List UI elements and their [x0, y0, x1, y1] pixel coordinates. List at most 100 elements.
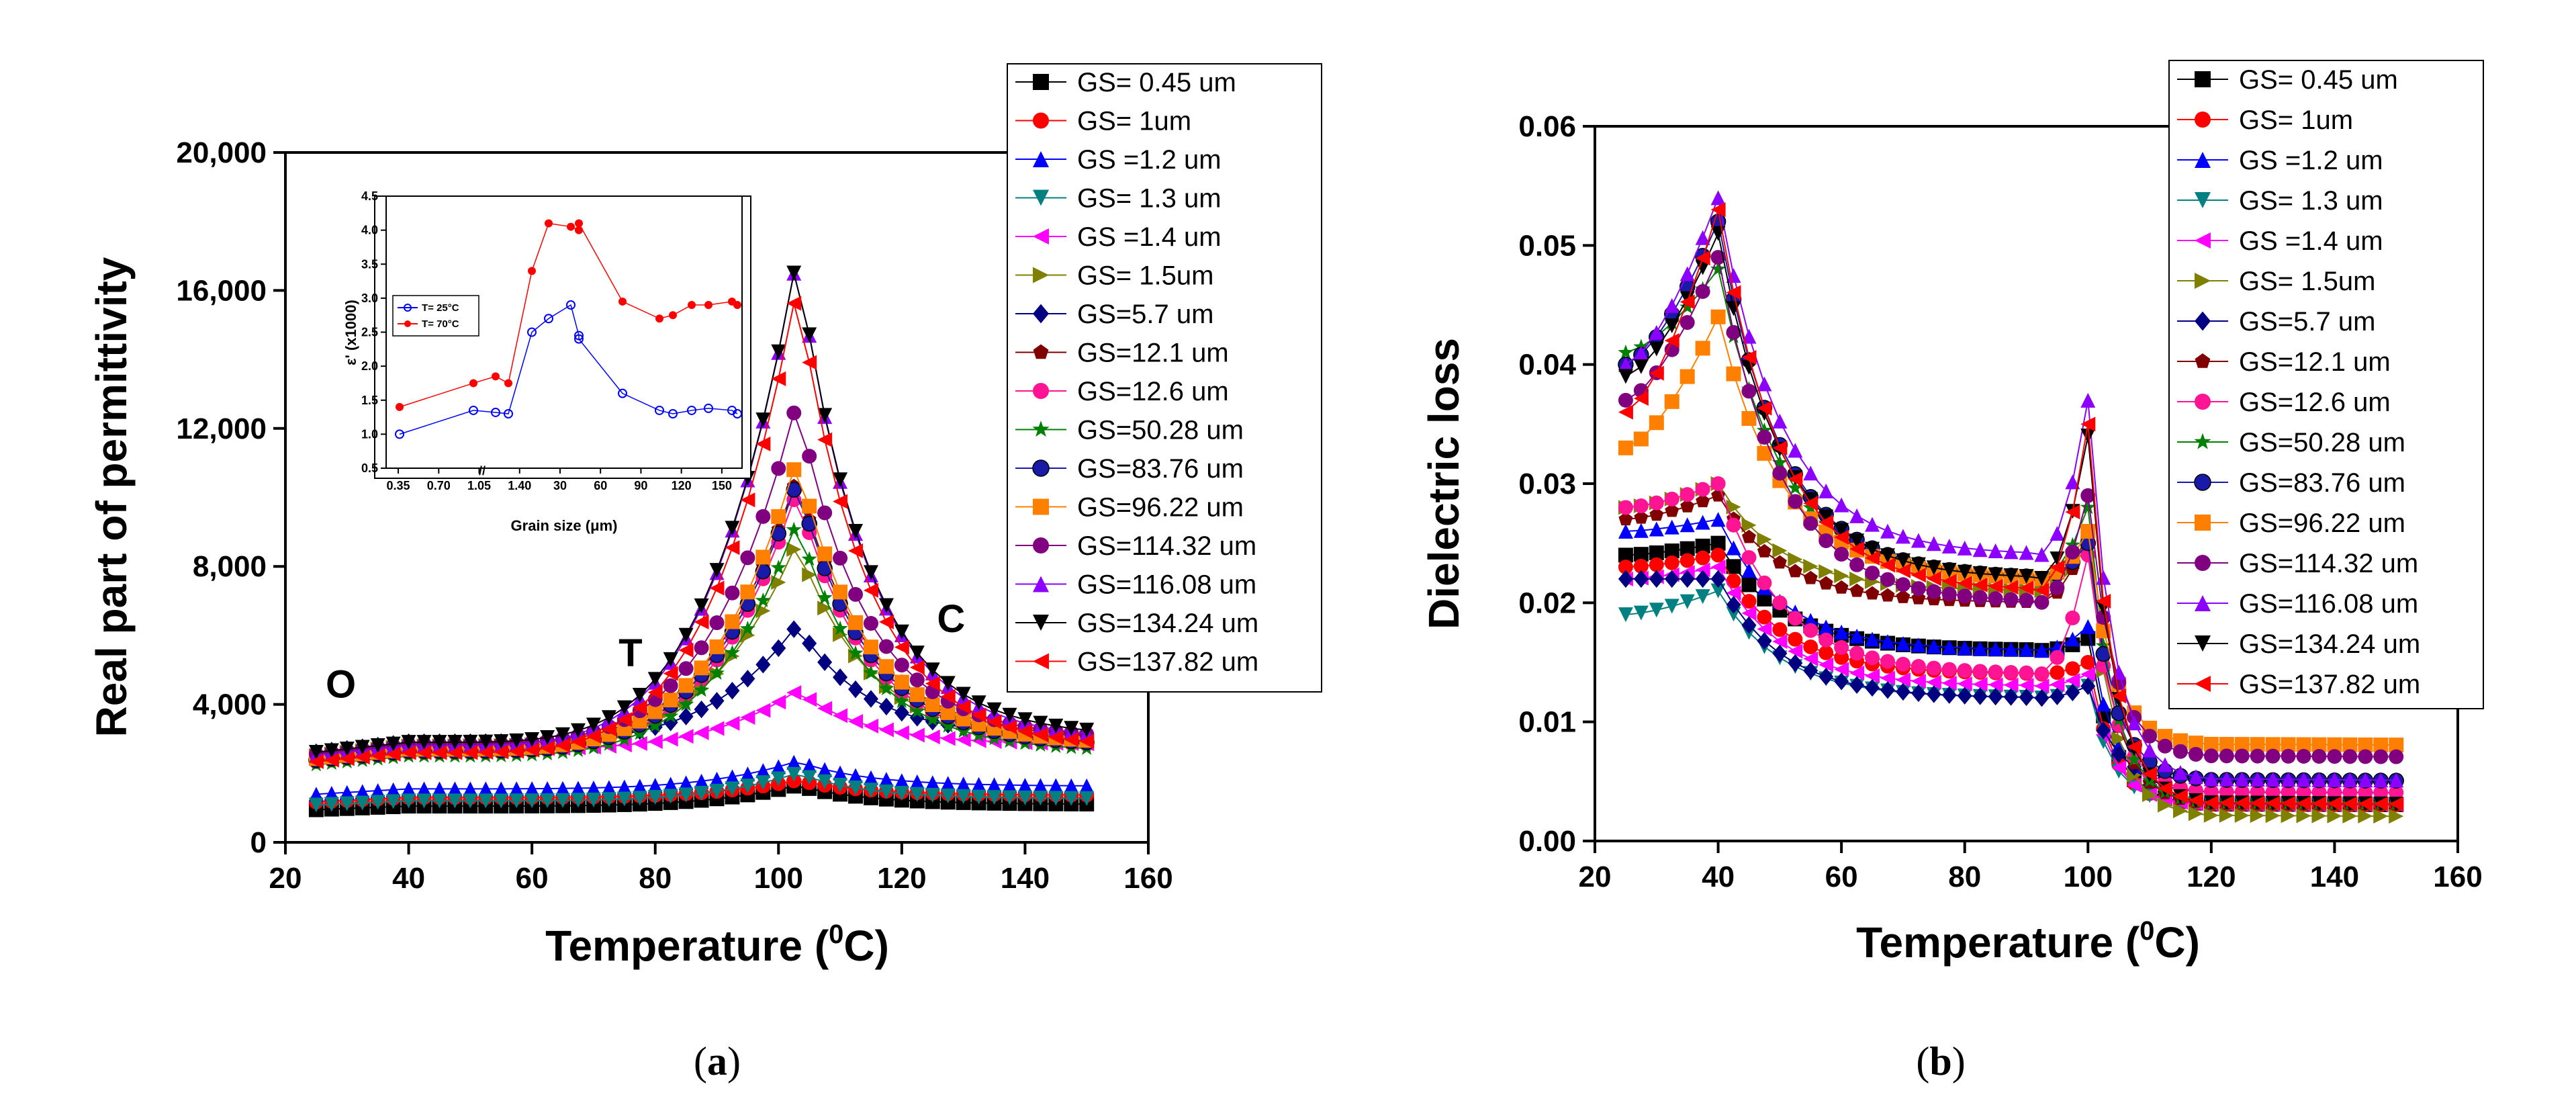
panel-b-series-11-point — [2234, 737, 2250, 752]
panel-a-series-14-point — [771, 344, 786, 359]
panel-b-series-11-point — [1633, 431, 1649, 447]
panel-a-series-3-point — [817, 774, 833, 789]
panel-a-legend-label-0: GS= 0.45 um — [1077, 68, 1236, 97]
panel-b-series-0-point — [1649, 545, 1664, 560]
panel-b-series-15-point — [2327, 796, 2342, 811]
panel-a-inset-chart: 0.35 0.70 1.05 1.40 30 60 90 120 150 0.5 1.0 1.5 2.0… — [342, 189, 751, 534]
panel-a-series-12-point — [878, 639, 894, 654]
panel-b-series-13-point — [2342, 772, 2358, 787]
panel-b-legend-marker-10 — [2194, 474, 2211, 491]
panel-b-series-14-point — [1834, 523, 1849, 538]
panel-a-series-4-point — [709, 721, 725, 736]
panel-b-series-15-point — [2050, 560, 2065, 575]
panel-b-series-15-point — [1680, 294, 1695, 310]
panel-b-series-2-point — [1911, 637, 1926, 653]
panel-a-series-2-point — [432, 781, 447, 797]
panel-a-series-3-point — [786, 766, 802, 782]
panel-b-series-12-point — [2265, 748, 2281, 764]
panel-b-legend-label-11: GS=96.22 um — [2239, 508, 2405, 538]
panel-b-series-8-point — [1695, 482, 1710, 497]
panel-a-series-10-point — [770, 525, 787, 542]
panel-b-series-12-point — [1849, 557, 1865, 572]
panel-b-series-6-point — [1618, 570, 1633, 588]
panel-b-series-5-point — [2234, 808, 2250, 824]
panel-b-series-13-point — [2281, 772, 2296, 787]
panel-a-series-3-point — [833, 777, 848, 793]
panel-a-series-9-point — [878, 680, 894, 696]
panel-b-series-4-point — [1726, 585, 1741, 601]
panel-b-series-13-point — [2203, 771, 2219, 787]
panel-b-series-13-point — [2080, 392, 2096, 408]
panel-b-series-15-point — [2234, 795, 2250, 811]
panel-b-series-5-point — [1834, 568, 1849, 584]
panel-a-series-15-point — [494, 744, 509, 760]
panel-a-series-3-point — [478, 793, 494, 809]
panel-b-series-1-point — [2080, 655, 2096, 670]
panel-b-series-12-point — [2281, 748, 2296, 764]
inset-y-tick-label: 2.0 — [361, 359, 378, 373]
panel-a-series-15-point — [678, 642, 694, 658]
panel-b-legend-label-8: GS=12.6 um — [2239, 388, 2391, 417]
panel-b-series-15-point — [1633, 391, 1649, 406]
panel-a-series-3-point — [909, 787, 925, 802]
panel-b-series-2-point — [1664, 519, 1680, 535]
inset-x-tick-label: 90 — [634, 479, 647, 492]
panel-a-legend-label-14: GS=134.24 um — [1077, 609, 1258, 638]
panel-b-series-4-point — [1972, 676, 1988, 692]
panel-b-series-12-point — [2172, 744, 2188, 759]
panel-b-series-12-point — [1972, 590, 1988, 605]
panel-a-series-14-point — [463, 734, 478, 750]
panel-b-series-1-point — [1726, 573, 1741, 588]
panel-b-series-12-point — [1880, 572, 1895, 587]
panel-b-series-13-point — [2389, 772, 2404, 788]
panel-a-legend-marker-5 — [1033, 267, 1049, 283]
panel-b-series-2-point — [1741, 562, 1757, 578]
panel-b-series-12-point — [2342, 749, 2358, 764]
panel-b-series-12-point — [2188, 746, 2203, 762]
panel-a-series-6-point — [663, 713, 678, 732]
panel-b-x-tick-label: 60 — [1825, 860, 1858, 893]
panel-b-series-15-point — [2281, 795, 2296, 811]
panel-a-series-15-point — [540, 740, 555, 756]
panel-a-legend-box — [1007, 63, 1322, 693]
panel-b-series-4-point — [2050, 676, 2065, 692]
panel-b-series-1-point — [1664, 555, 1680, 570]
panel-a-series-15-point — [663, 666, 678, 681]
inset-series-1-point — [575, 226, 583, 234]
panel-b-legend-box — [2168, 60, 2484, 709]
panel-a-series-14-point — [940, 676, 956, 691]
panel-b-series-6-point — [1633, 570, 1649, 588]
panel-a-legend-label-4: GS =1.4 um — [1077, 222, 1222, 252]
panel-a-series-11-point — [925, 697, 940, 712]
panel-b-series-1-point — [1741, 594, 1757, 609]
panel-a-series-14-point — [802, 327, 817, 343]
panel-b-series-14-point — [2034, 571, 2050, 586]
inset-legend-label-25: T= 25°C — [422, 302, 459, 314]
panel-b-series-5-point — [2142, 787, 2158, 803]
panel-b-series-0-point — [1726, 559, 1741, 574]
panel-a-y-tick-label: 4,000 — [193, 689, 267, 721]
panel-a-series-4-point — [740, 709, 755, 725]
panel-a-series-11-point — [663, 692, 678, 707]
panel-b-series-7-point — [1665, 503, 1680, 517]
panel-b-series-6-point — [1772, 644, 1788, 662]
panel-b-series-11-point — [2389, 738, 2404, 753]
panel-b-series-8-point — [2389, 785, 2404, 800]
inset-series-1-point — [567, 222, 575, 231]
panel-b-series-7-point — [1757, 543, 1772, 558]
panel-b-series-3-point — [1680, 594, 1695, 609]
panel-b-series-5-point — [1726, 499, 1741, 515]
panel-b-series-11-point — [2296, 737, 2311, 752]
panel-b-legend-label-7: GS=12.1 um — [2239, 347, 2391, 377]
panel-b-series-4-point — [1957, 676, 1972, 691]
panel-b-series-4-point — [2065, 673, 2080, 689]
panel-a-series-15-point — [524, 742, 540, 758]
panel-b-series-15-point — [2096, 594, 2111, 609]
panel-b-series-14-point — [1803, 492, 1819, 507]
panel-b-series-13-point — [2250, 771, 2265, 787]
panel-a-series — [308, 265, 1095, 817]
panel-b-series-13-point — [1941, 538, 1957, 554]
panel-a-series-14-point — [909, 646, 925, 661]
panel-b-series-2-point — [1680, 517, 1695, 533]
panel-b-y-tick-label: 0.05 — [1518, 229, 1576, 262]
